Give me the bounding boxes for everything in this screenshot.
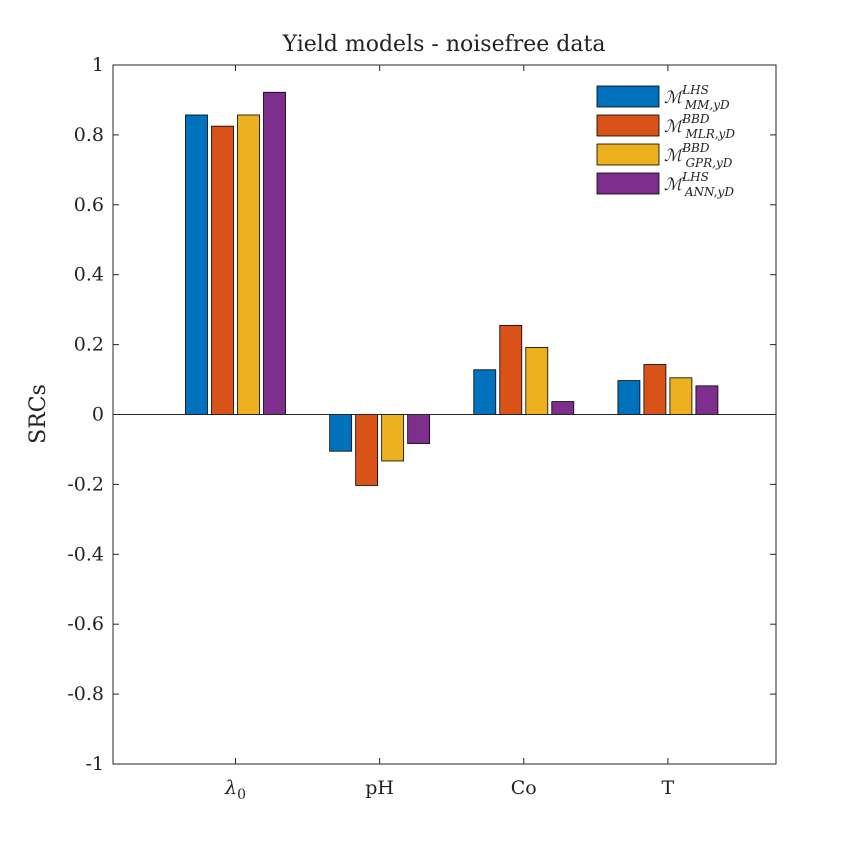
bar-4-4 [695,385,719,415]
legend-label-4: ℳLHS ANN,yD [664,170,734,199]
bar-1-4 [617,380,641,415]
y-tick-label: -1 [85,753,104,775]
y-tick-label: 0 [92,404,104,426]
legend-swatch-1 [596,85,660,108]
bar-1-1 [185,114,208,415]
x-tick-label: T [662,777,675,799]
bar-2-2 [355,414,379,486]
bar-3-4 [669,377,693,415]
bar-3-3 [525,346,549,415]
bar-2-4 [643,364,667,415]
y-tick-label: 1 [92,54,104,76]
bar-3-2 [381,414,405,462]
bar-4-3 [551,401,575,415]
legend-swatch-3 [596,143,660,166]
bar-4-2 [407,414,431,444]
legend-label-1: ℳLHS MM,yD [664,83,730,112]
legend-label-3: ℳBBD GPR,yD [664,141,733,170]
x-tick-label: λ0 [224,777,246,803]
bar-1-3 [473,369,497,415]
bar-2-1 [211,125,234,415]
legend-swatch-2 [596,114,660,137]
y-tick-label: 0.4 [74,264,104,286]
y-tick-label: -0.6 [67,613,104,635]
y-tick-label: 0.6 [74,194,104,216]
bar-1-2 [329,414,353,452]
x-tick-label: Co [511,777,537,799]
chart-title: Yield models - noisefree data [282,32,606,57]
y-tick-label: -0.2 [67,473,104,495]
bar-3-1 [237,114,260,415]
y-tick-label: 0.8 [74,124,104,146]
x-tick-label: pH [365,777,394,799]
axes-group: -1 -0.8 -0.6 -0.4 -0.2 0 0.2 0.4 0.6 0.8 1 λ0 pH Co T [67,54,777,803]
y-tick-label: 0.2 [74,334,104,356]
y-axis-label: SRCs [26,384,51,444]
legend-swatch-4 [596,172,660,195]
legend-label-2: ℳBBD MLR,yD [664,112,735,141]
y-tick-label: -0.8 [67,683,104,705]
y-tick-label: -0.4 [67,543,104,565]
bar-4-1 [263,91,286,415]
bar-2-3 [499,324,523,415]
